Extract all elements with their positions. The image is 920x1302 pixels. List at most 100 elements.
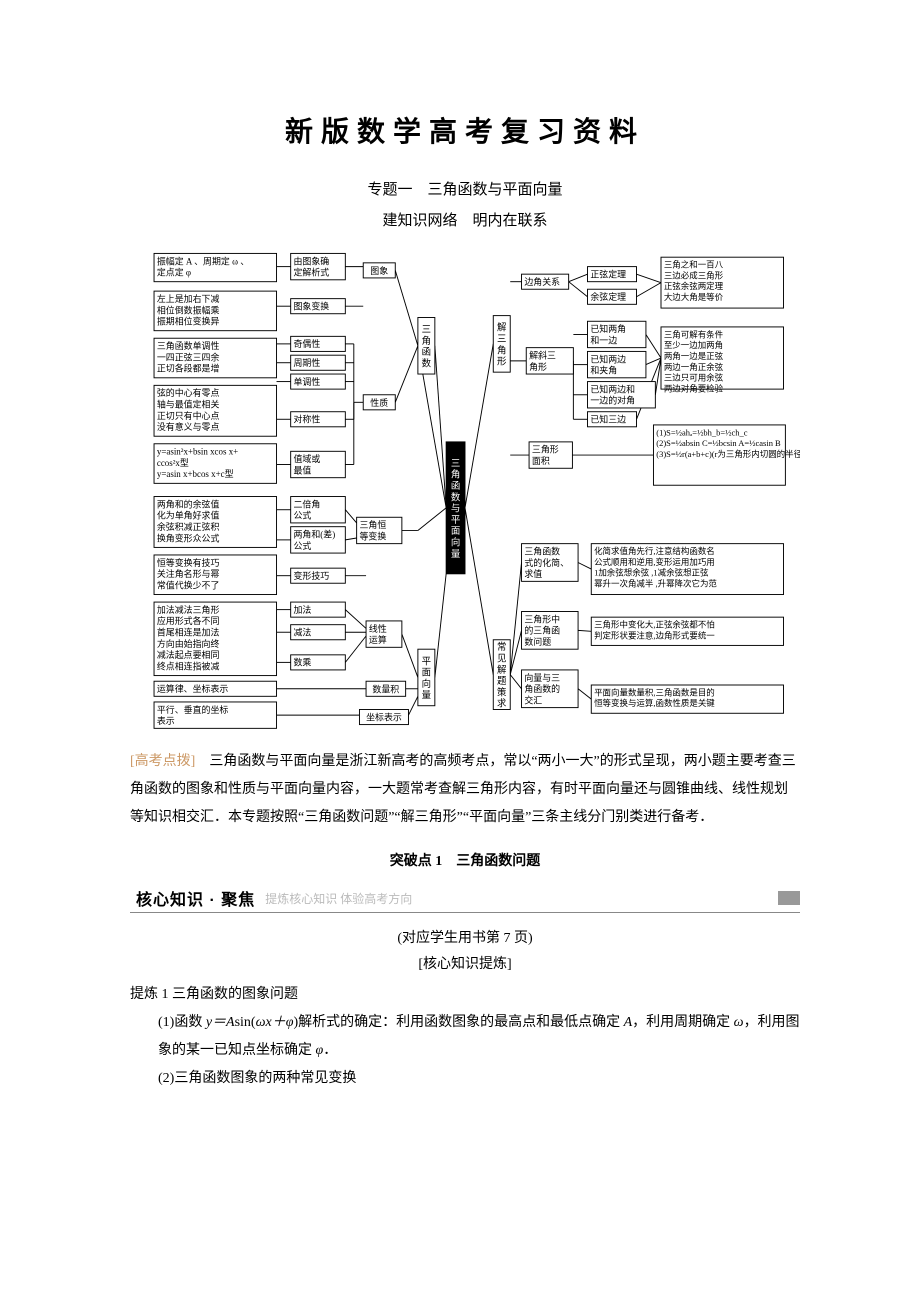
svg-text:二倍角: 二倍角 xyxy=(294,498,321,509)
svg-text:三角形: 三角形 xyxy=(532,444,559,455)
svg-text:三角形中变化大,正弦余弦都不怕: 三角形中变化大,正弦余弦都不怕 xyxy=(594,620,715,630)
main-title: 新版数学高考复习资料 xyxy=(130,110,800,150)
svg-text:解: 解 xyxy=(497,664,507,676)
svg-text:余弦定理: 余弦定理 xyxy=(590,291,626,302)
svg-text:定解析式: 定解析式 xyxy=(294,267,330,278)
svg-text:终点相连指被减: 终点相连指被减 xyxy=(157,660,220,671)
svg-text:向: 向 xyxy=(422,678,431,690)
refine-1-point-2: (2)三角函数图象的两种常见变换 xyxy=(130,1065,800,1093)
svg-text:余弦积减正弦积: 余弦积减正弦积 xyxy=(157,521,220,532)
svg-text:由图象确: 由图象确 xyxy=(294,255,330,266)
svg-text:数乘: 数乘 xyxy=(294,657,312,668)
svg-text:解斜三: 解斜三 xyxy=(529,349,556,360)
svg-text:轴与最值定相关: 轴与最值定相关 xyxy=(157,398,220,409)
svg-text:角函数的: 角函数的 xyxy=(524,683,560,694)
svg-text:常值代换少不了: 常值代换少不了 xyxy=(157,579,220,590)
svg-text:已知两边和: 已知两边和 xyxy=(590,383,635,394)
svg-text:等变换: 等变换 xyxy=(359,530,386,541)
topic-title: 专题一 三角函数与平面向量 xyxy=(130,178,800,199)
focus-subtitle: 提炼核心知识 体验高考方向 xyxy=(261,890,412,907)
svg-text:应用形式各不同: 应用形式各不同 xyxy=(157,615,220,626)
svg-text:式的化简、: 式的化简、 xyxy=(524,557,569,568)
page-reference: (对应学生用书第 7 页) xyxy=(130,927,800,947)
svg-text:已知两角: 已知两角 xyxy=(590,323,626,334)
svg-text:正切各段都是增: 正切各段都是增 xyxy=(157,363,220,374)
svg-text:角: 角 xyxy=(497,344,506,356)
refine-1-title: 提炼 1 三角函数的图象问题 xyxy=(130,983,800,1003)
svg-text:量: 量 xyxy=(422,690,431,701)
svg-text:图象变换: 图象变换 xyxy=(294,300,330,311)
svg-text:没有意义与零点: 没有意义与零点 xyxy=(157,421,220,432)
svg-text:ccos²x型: ccos²x型 xyxy=(157,458,189,468)
svg-text:公式: 公式 xyxy=(294,510,312,521)
svg-text:两角一边是正弦: 两角一边是正弦 xyxy=(664,351,724,361)
svg-text:三角形中: 三角形中 xyxy=(524,613,560,624)
svg-text:坐标表示: 坐标表示 xyxy=(366,712,402,723)
svg-text:求值: 求值 xyxy=(524,568,542,579)
svg-text:角: 角 xyxy=(451,469,460,481)
svg-text:平: 平 xyxy=(451,515,460,526)
svg-text:正弦余弦两定理: 正弦余弦两定理 xyxy=(664,281,724,291)
svg-text:左上是加右下减: 左上是加右下减 xyxy=(157,293,220,304)
svg-text:振期相位变换异: 振期相位变换异 xyxy=(157,316,220,327)
svg-text:加法: 加法 xyxy=(294,604,312,615)
svg-text:三边只可用余弦: 三边只可用余弦 xyxy=(664,373,724,383)
svg-text:减法: 减法 xyxy=(294,627,312,638)
svg-text:奇偶性: 奇偶性 xyxy=(294,338,321,349)
svg-text:和一边: 和一边 xyxy=(590,335,617,345)
svg-text:性质: 性质 xyxy=(370,397,388,408)
svg-text:表示: 表示 xyxy=(157,715,175,726)
svg-text:幂升一次角减半 ,升幂降次它为范: 幂升一次角减半 ,升幂降次它为范 xyxy=(594,579,717,589)
svg-text:弦的中心有零点: 弦的中心有零点 xyxy=(157,387,220,398)
svg-text:y=asin²x+bsin xcos x+: y=asin²x+bsin xcos x+ xyxy=(157,447,238,457)
core-refine-heading: [核心知识提炼] xyxy=(130,953,800,973)
svg-text:y=asin x+bcos x+c型: y=asin x+bcos x+c型 xyxy=(157,469,234,479)
svg-text:三: 三 xyxy=(497,335,506,345)
svg-text:公式顺用和逆用,变形运用加巧用: 公式顺用和逆用,变形运用加巧用 xyxy=(594,557,715,567)
svg-text:大边大角是等价: 大边大角是等价 xyxy=(664,292,724,302)
svg-text:单调性: 单调性 xyxy=(294,376,321,387)
svg-text:数: 数 xyxy=(451,491,461,503)
svg-text:常: 常 xyxy=(497,641,506,653)
svg-text:求: 求 xyxy=(497,698,507,710)
svg-text:正弦定理: 正弦定理 xyxy=(590,268,626,279)
svg-text:定点定 φ: 定点定 φ xyxy=(157,267,191,278)
svg-text:面: 面 xyxy=(422,668,431,679)
svg-text:值域或: 值域或 xyxy=(294,453,321,464)
svg-text:方向由始指向终: 方向由始指向终 xyxy=(157,638,220,649)
svg-text:三角函数单调性: 三角函数单调性 xyxy=(157,340,220,351)
svg-text:相位倒数振幅乘: 相位倒数振幅乘 xyxy=(157,304,220,315)
svg-text:换角变形众公式: 换角变形众公式 xyxy=(157,532,220,543)
svg-text:首尾相连是加法: 首尾相连是加法 xyxy=(157,627,220,638)
svg-text:三角恒: 三角恒 xyxy=(359,519,386,530)
gaokao-tip-paragraph: [高考点拨] 三角函数与平面向量是浙江新高考的高频考点，常以“两小一大”的形式呈… xyxy=(130,748,800,832)
svg-text:平行、垂直的坐标: 平行、垂直的坐标 xyxy=(157,704,229,715)
svg-text:与: 与 xyxy=(451,504,460,515)
svg-text:交汇: 交汇 xyxy=(524,694,542,705)
svg-text:解: 解 xyxy=(497,322,507,334)
svg-text:三: 三 xyxy=(422,326,431,336)
svg-text:量: 量 xyxy=(451,549,460,560)
svg-text:图象: 图象 xyxy=(370,265,388,276)
svg-text:面: 面 xyxy=(451,526,460,537)
svg-text:形: 形 xyxy=(497,356,507,368)
document-page: 新版数学高考复习资料 专题一 三角函数与平面向量 建知识网络 明内在联系 振幅定… xyxy=(0,0,920,1153)
topic-subtitle: 建知识网络 明内在联系 xyxy=(130,209,800,230)
svg-text:一边的对角: 一边的对角 xyxy=(590,395,635,406)
svg-text:已知两边: 已知两边 xyxy=(590,353,626,364)
svg-text:数问题: 数问题 xyxy=(524,636,551,647)
svg-text:数量积: 数量积 xyxy=(372,683,399,694)
svg-text:变形技巧: 变形技巧 xyxy=(294,570,330,581)
svg-text:函: 函 xyxy=(451,481,460,492)
svg-text:关注角名形与幂: 关注角名形与幂 xyxy=(157,568,220,579)
svg-text:和夹角: 和夹角 xyxy=(590,365,617,376)
svg-text:见: 见 xyxy=(497,653,506,664)
svg-text:平面向量数量积,三角函数是目的: 平面向量数量积,三角函数是目的 xyxy=(594,687,715,697)
gaokao-tip-text: 三角函数与平面向量是浙江新高考的高频考点，常以“两小一大”的形式呈现，两小题主要… xyxy=(130,754,796,825)
svg-text:判定形状要注意,边角形式要统一: 判定形状要注意,边角形式要统一 xyxy=(594,630,715,640)
svg-text:角: 角 xyxy=(422,335,431,347)
svg-text:向: 向 xyxy=(451,537,460,549)
svg-text:三角之和一百八: 三角之和一百八 xyxy=(664,260,724,270)
svg-text:的三角函: 的三角函 xyxy=(524,625,560,636)
gaokao-tip-label: [高考点拨] xyxy=(130,754,195,769)
